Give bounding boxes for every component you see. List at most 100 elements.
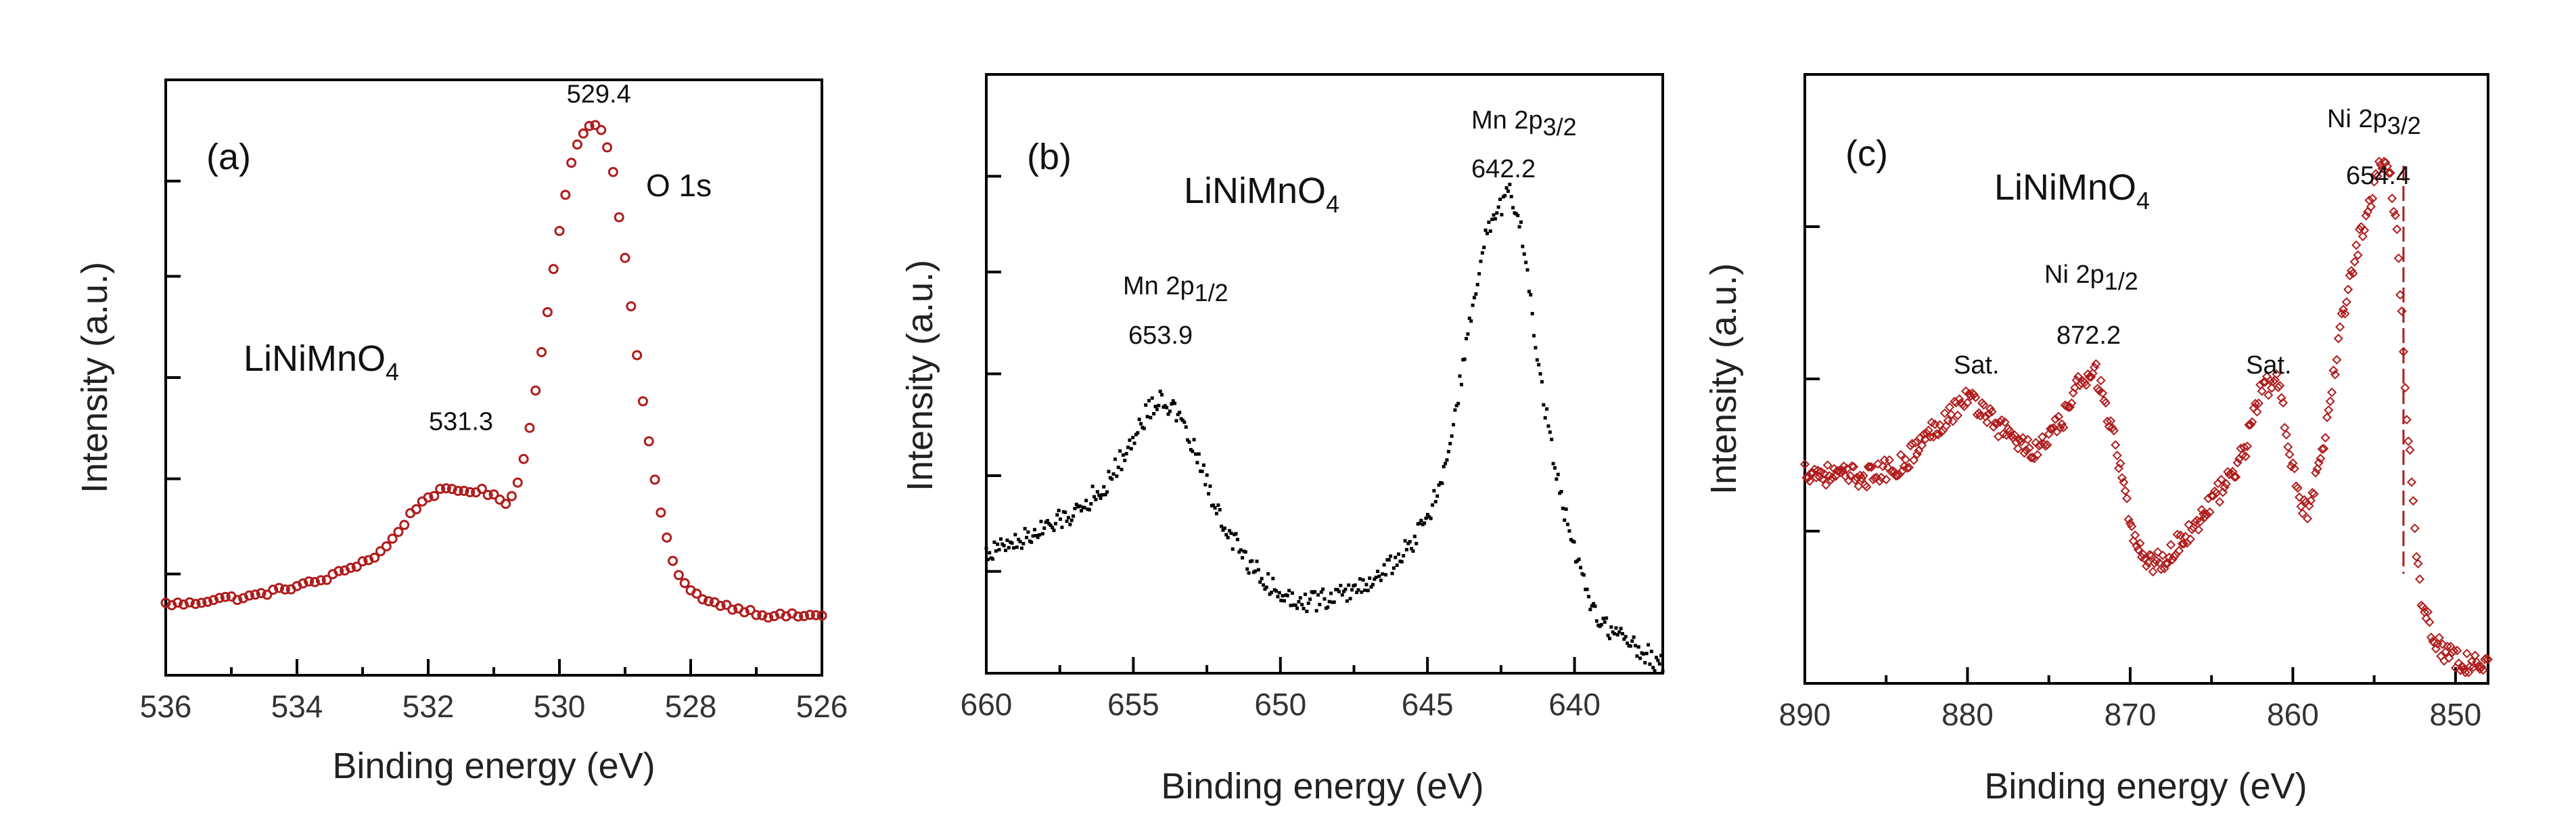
panel-b-data-point [1234, 532, 1238, 536]
panel-b-data-point [1545, 407, 1549, 411]
panel-b-data-point [1147, 399, 1151, 403]
panel-b-data-point [1644, 652, 1649, 656]
panel-a-data-point [548, 264, 559, 275]
panel-c-data-point [2278, 398, 2288, 408]
panel-b-data-point [1611, 630, 1615, 634]
panel-c-data-point [2328, 365, 2339, 376]
panel-b-data-point [1121, 453, 1125, 457]
panel-a-line-label: O 1s [646, 168, 712, 203]
panel-b-data-point [1479, 259, 1483, 263]
panel-b-data-point [1519, 220, 1523, 224]
panel-b-data-point [1214, 512, 1218, 516]
panel-c-data-point [2130, 530, 2140, 541]
panel-a-data-point [357, 556, 368, 567]
panel-b-data-point [1090, 484, 1095, 489]
panel-c-data-point [2361, 210, 2371, 221]
panel-b-x-tick-label: 640 [1548, 687, 1601, 722]
panel-b-data-point [1397, 552, 1401, 556]
panel-b-data-point [1463, 357, 1467, 361]
panel-b-data-point [1295, 606, 1300, 610]
panel-c-data-point [2382, 161, 2392, 171]
panel-c-data-point [2333, 334, 2343, 344]
panel-c-data-point [2016, 436, 2026, 447]
panel-a-data-point [793, 611, 804, 622]
panel-c-data-point [1821, 480, 1831, 490]
panel-b-data-point [1453, 408, 1457, 412]
panel-a-data-point [745, 605, 756, 616]
panel-b-data-point [1139, 422, 1143, 426]
panel-b-data-point [1577, 558, 1581, 562]
panel-b-data-point [1601, 616, 1605, 620]
panel-b-data-point [1266, 572, 1270, 576]
panel-b-data-point [1563, 518, 1567, 522]
panel-c-ni-2p32-label: Ni 2p3/2 [2327, 105, 2421, 139]
panel-b-data-point [1011, 546, 1015, 550]
panel-b-data-point [1454, 403, 1458, 407]
panel-c-data-point [2240, 451, 2251, 461]
panel-b-data-point [1366, 589, 1370, 593]
panel-b-data-point [1525, 268, 1530, 272]
panel-b-data-point [1128, 438, 1132, 443]
panel-b-data-point [1345, 599, 1349, 603]
panel-b-data-point [1347, 583, 1351, 587]
panel-a-data-point [626, 301, 637, 312]
panel-a-data-point [184, 597, 195, 608]
panel-c-x-tick-label: 870 [2104, 697, 2157, 732]
panel-c-data-point [2100, 398, 2111, 408]
panel-c-data-point [2058, 422, 2069, 432]
panel-b-data-point [1297, 599, 1301, 604]
panel-c-data-point [2316, 453, 2326, 463]
panel-b-data-point [1424, 516, 1428, 520]
panel-a-data-point [423, 492, 434, 503]
panel-b-data-point [1332, 600, 1336, 604]
panel-c-data-point [2472, 657, 2482, 667]
panel-b-data-point [1263, 587, 1267, 591]
panel-b-data-point [1239, 548, 1243, 552]
panel-c-data-point [2400, 383, 2410, 393]
panel-c-data-point [2408, 496, 2418, 506]
panel-b-data-point [1400, 560, 1404, 564]
panel-b-data-point [1264, 585, 1268, 589]
panel-b-data-point [1484, 228, 1488, 232]
panel-b-data-point [1194, 452, 1198, 456]
panel-b-data-point [1107, 470, 1111, 474]
panel-b-data-point [1174, 419, 1178, 423]
panel-b-data-point [1480, 251, 1484, 255]
panel-a-data-point [220, 591, 231, 602]
panel-b-data-point [1532, 334, 1536, 338]
panel-b-data-point [1450, 434, 1454, 438]
panel-b-data-point [1614, 626, 1618, 630]
panel-b-data-point [1023, 526, 1027, 530]
panel-b-data-point [1348, 597, 1352, 601]
panel-c-data-point [2174, 545, 2184, 556]
panel-b-data-point [1254, 569, 1258, 573]
panel-b-data-point [1316, 593, 1320, 597]
panel-a-data-point [697, 594, 708, 605]
panel-b-y-ticks [986, 175, 1001, 573]
panel-b-data-point [1433, 499, 1438, 503]
panel-c-data-point [2404, 436, 2414, 447]
panel-b-data-point [1243, 550, 1247, 554]
panel-c-data-point [2324, 405, 2334, 415]
panel-b-data-point [1105, 490, 1109, 494]
panel-c-data-point [2195, 516, 2205, 527]
panel-b-data-point [1158, 389, 1162, 393]
panel-b-data-point [1350, 588, 1354, 592]
panel-b-data-point [1235, 537, 1239, 541]
panel-a-data-point [643, 436, 654, 447]
panel-c-satellite-label: Sat. [1954, 351, 2000, 380]
panel-b-data-point [1624, 635, 1628, 639]
panel-b-data-point [1212, 503, 1216, 507]
panel-b-x-tick-label: 650 [1254, 687, 1306, 722]
panel-b-data-point [1305, 610, 1309, 614]
panel-b-data-point [1163, 404, 1167, 408]
panel-b-data-point [1082, 505, 1086, 509]
panel-a-data-point [399, 520, 410, 530]
panel-a-data-point [381, 541, 392, 551]
panel-b-data-point [1052, 528, 1056, 532]
panel-b-data-point [1113, 457, 1117, 461]
panel-a-data-point [334, 566, 344, 576]
panel-a-data-point [244, 590, 254, 601]
panel-c-data-point [1865, 461, 1875, 472]
panel-c-data-point [2372, 171, 2383, 181]
